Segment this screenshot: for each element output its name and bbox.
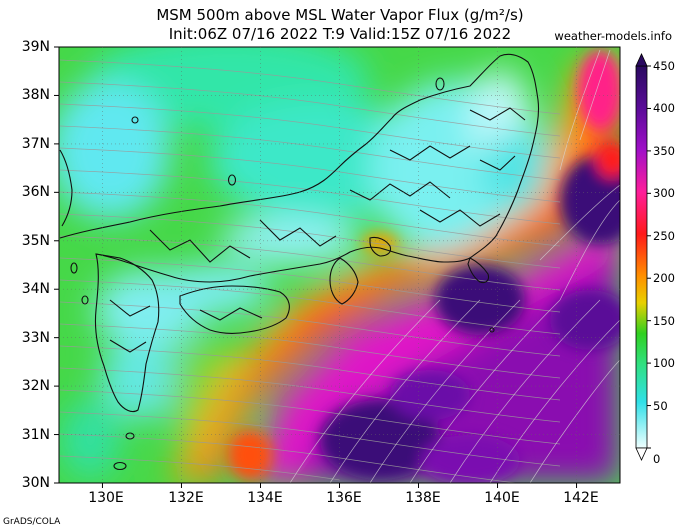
vapor-flux-field <box>59 47 620 483</box>
lat-label: 31N <box>21 427 50 443</box>
lon-label: 134E <box>247 490 283 506</box>
map-subtitle: Init:06Z 07/16 2022 T:9 Valid:15Z 07/16 … <box>168 25 512 43</box>
colorbar-label: 400 <box>653 101 675 115</box>
lat-label: 36N <box>21 184 50 200</box>
colorbar-label: 0 <box>653 452 661 466</box>
lat-label: 33N <box>21 330 50 346</box>
colorbar-label: 100 <box>653 356 675 370</box>
map-title: MSM 500m above MSL Water Vapor Flux (g/m… <box>156 6 524 24</box>
lon-label: 142E <box>563 490 599 506</box>
lon-label: 138E <box>405 490 441 506</box>
footer-text: GrADS/COLA <box>3 517 61 527</box>
colorbar-label: 350 <box>653 144 675 158</box>
lat-label: 30N <box>21 475 50 491</box>
colorbar-label: 150 <box>653 314 675 328</box>
lon-label: 132E <box>168 490 204 506</box>
lat-label: 37N <box>21 136 50 152</box>
lat-label: 34N <box>21 281 50 297</box>
colorbar <box>635 53 651 461</box>
credit-text: weather-models.info <box>554 29 672 43</box>
lon-label: 140E <box>484 490 520 506</box>
colorbar-label: 250 <box>653 229 675 243</box>
lat-label: 35N <box>21 233 50 249</box>
coastlines <box>59 53 540 471</box>
lon-label: 130E <box>88 490 124 506</box>
colorbar-label: 450 <box>653 59 675 73</box>
lon-label: 136E <box>326 490 362 506</box>
lat-label: 39N <box>21 39 50 55</box>
colorbar-label: 300 <box>653 186 675 200</box>
colorbar-label: 200 <box>653 271 675 285</box>
lat-label: 38N <box>21 87 50 103</box>
lat-label: 32N <box>21 378 50 394</box>
colorbar-label: 50 <box>653 399 668 413</box>
